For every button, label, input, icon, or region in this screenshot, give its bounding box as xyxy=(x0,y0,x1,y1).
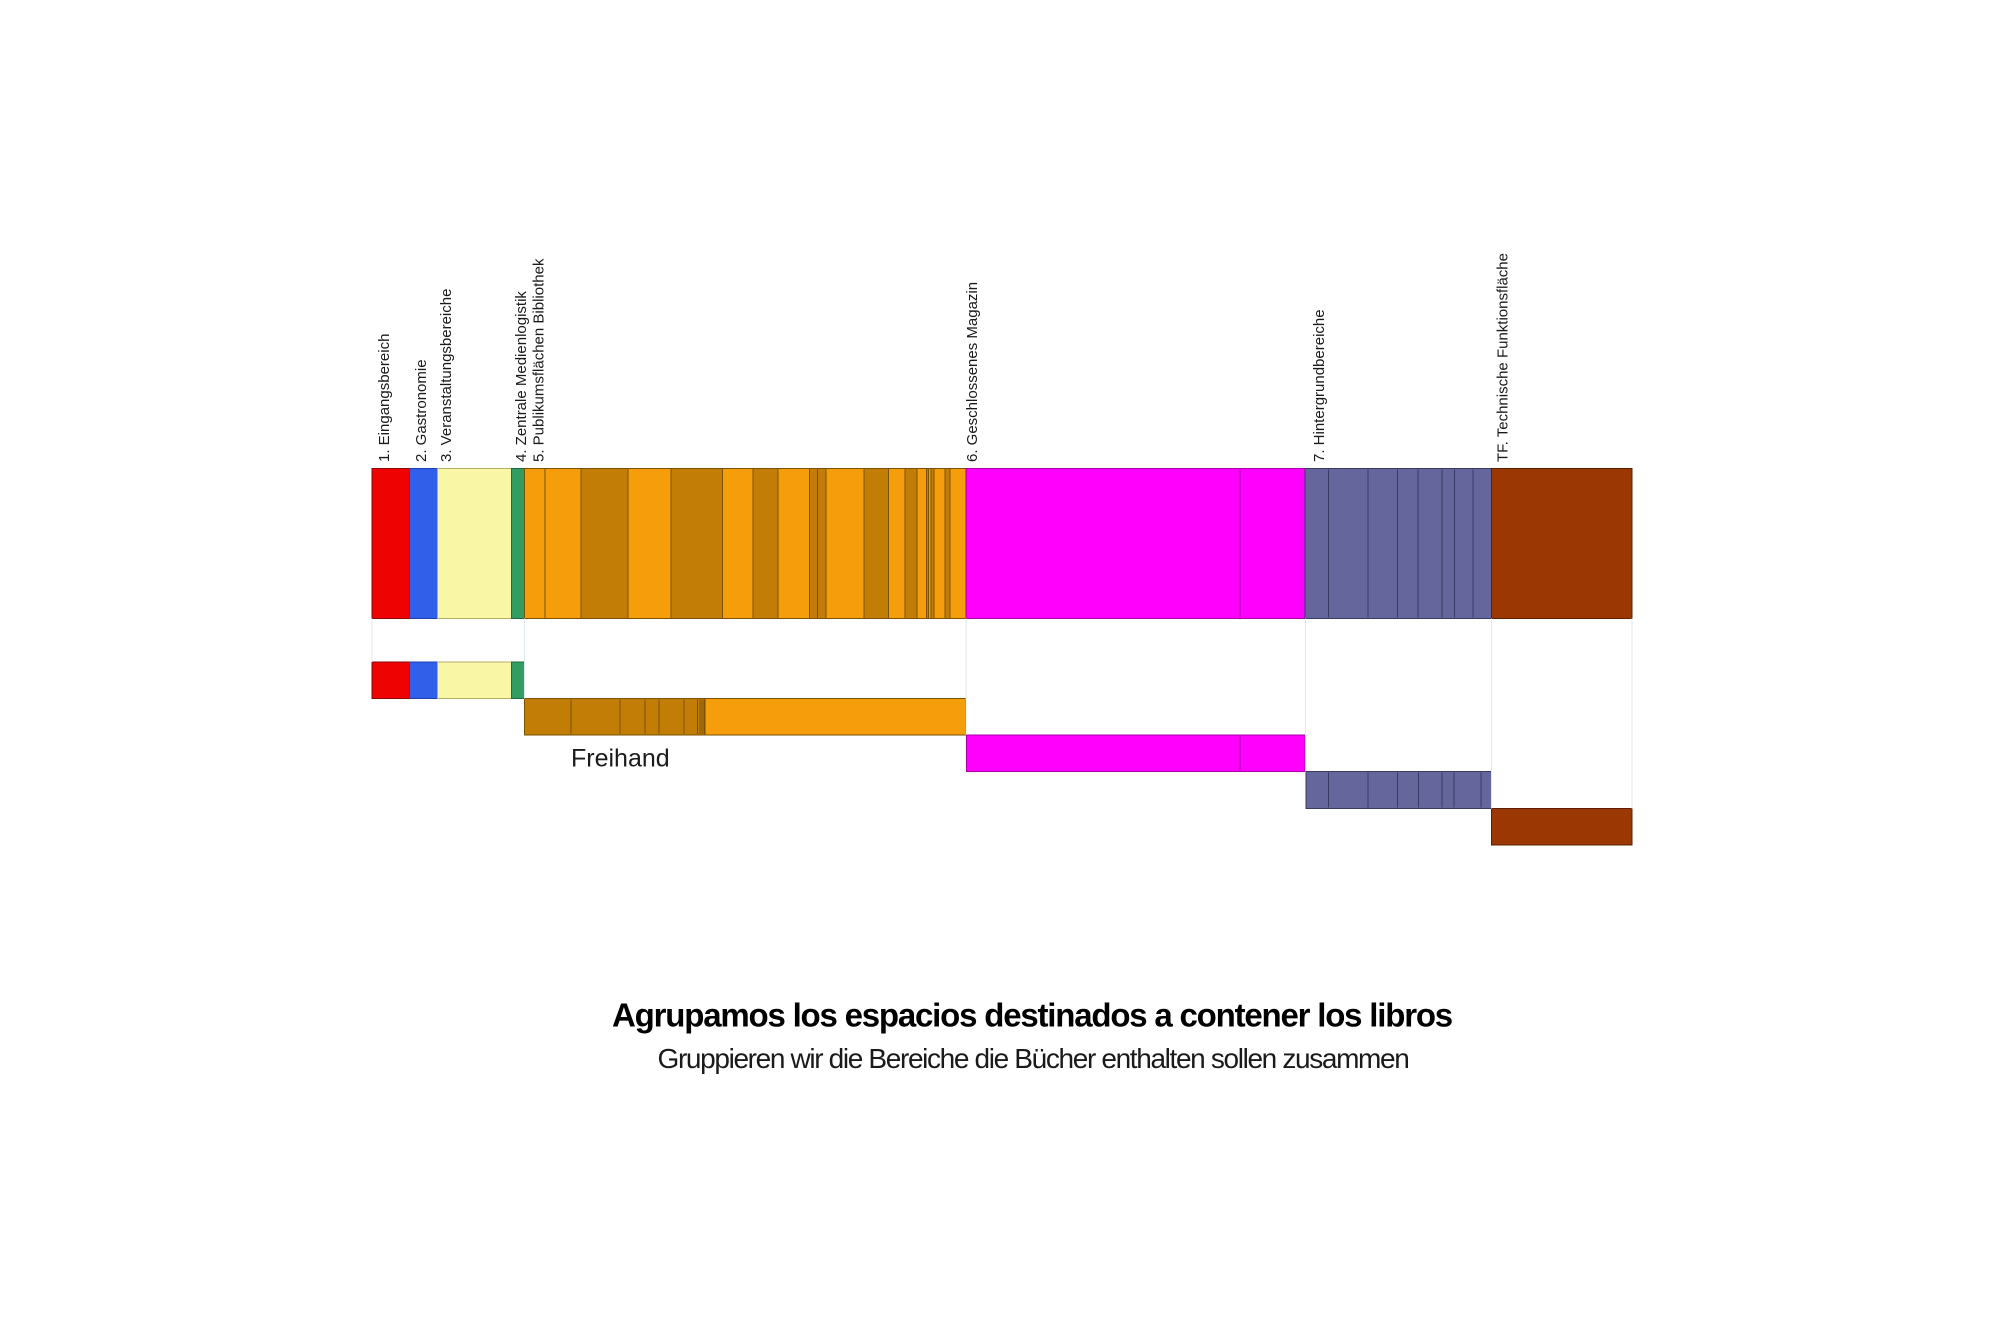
svg-text:Gruppieren wir die Bereiche di: Gruppieren wir die Bereiche die Bücher e… xyxy=(658,1043,1409,1074)
svg-text:5. Publikumsflächen Bibliothek: 5. Publikumsflächen Bibliothek xyxy=(531,258,548,462)
svg-text:2. Gastronomie: 2. Gastronomie xyxy=(413,359,430,462)
svg-text:Freihand: Freihand xyxy=(571,745,670,773)
svg-text:TF. Technische Funktionsfläche: TF. Technische Funktionsfläche xyxy=(1495,253,1512,462)
svg-text:6. Geschlossenes Magazin: 6. Geschlossenes Magazin xyxy=(964,282,981,462)
svg-text:4. Zentrale Medienlogistik: 4. Zentrale Medienlogistik xyxy=(513,291,530,462)
svg-text:7. Hintergrundbereiche: 7. Hintergrundbereiche xyxy=(1311,309,1328,462)
svg-text:1. Eingangsbereich: 1. Eingangsbereich xyxy=(376,334,393,462)
svg-text:3. Veranstaltungsbereiche: 3. Veranstaltungsbereiche xyxy=(438,289,455,462)
svg-text:Agrupamos los espacios destina: Agrupamos los espacios destinados a cont… xyxy=(612,997,1452,1034)
